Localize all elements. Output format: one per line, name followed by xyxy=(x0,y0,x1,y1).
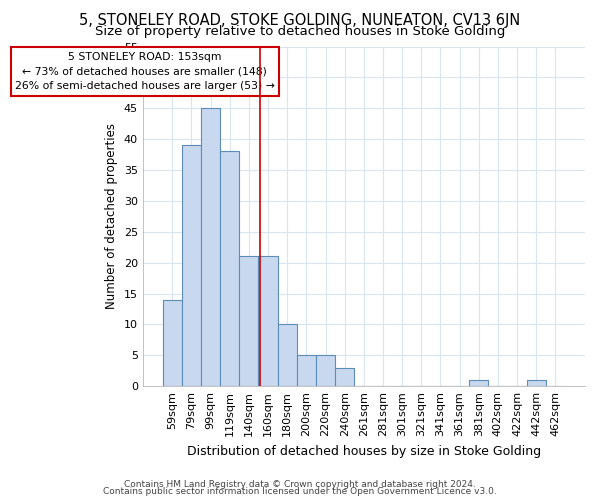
Text: Contains HM Land Registry data © Crown copyright and database right 2024.: Contains HM Land Registry data © Crown c… xyxy=(124,480,476,489)
Y-axis label: Number of detached properties: Number of detached properties xyxy=(105,124,118,310)
X-axis label: Distribution of detached houses by size in Stoke Golding: Distribution of detached houses by size … xyxy=(187,444,541,458)
Text: 5, STONELEY ROAD, STOKE GOLDING, NUNEATON, CV13 6JN: 5, STONELEY ROAD, STOKE GOLDING, NUNEATO… xyxy=(79,12,521,28)
Bar xyxy=(239,256,259,386)
Bar xyxy=(182,146,201,386)
Bar xyxy=(469,380,488,386)
Bar xyxy=(335,368,354,386)
Bar xyxy=(297,356,316,386)
Bar xyxy=(201,108,220,386)
Bar xyxy=(527,380,546,386)
Bar xyxy=(259,256,278,386)
Bar xyxy=(220,152,239,386)
Text: Contains public sector information licensed under the Open Government Licence v3: Contains public sector information licen… xyxy=(103,488,497,496)
Bar xyxy=(278,324,297,386)
Bar xyxy=(316,356,335,386)
Text: 5 STONELEY ROAD: 153sqm
← 73% of detached houses are smaller (148)
26% of semi-d: 5 STONELEY ROAD: 153sqm ← 73% of detache… xyxy=(15,52,275,91)
Bar xyxy=(163,300,182,386)
Text: Size of property relative to detached houses in Stoke Golding: Size of property relative to detached ho… xyxy=(95,25,505,38)
